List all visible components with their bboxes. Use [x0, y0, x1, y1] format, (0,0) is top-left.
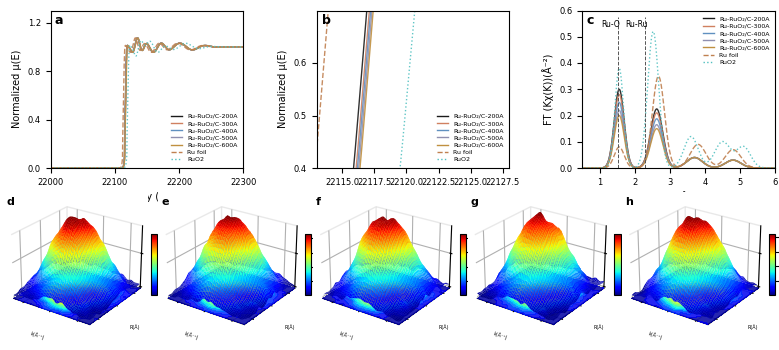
X-axis label: k(Å⁻¹): k(Å⁻¹)	[184, 330, 199, 341]
Legend: Ru-RuO₂/C-200A, Ru-RuO₂/C-300A, Ru-RuO₂/C-400A, Ru-RuO₂/C-500A, Ru-RuO₂/C-600A, : Ru-RuO₂/C-200A, Ru-RuO₂/C-300A, Ru-RuO₂/…	[700, 14, 772, 68]
Text: Ru-Ru: Ru-Ru	[626, 20, 647, 29]
X-axis label: k(Å⁻¹): k(Å⁻¹)	[647, 330, 663, 341]
Text: g: g	[471, 197, 478, 206]
Text: h: h	[625, 197, 633, 206]
Y-axis label: FT (Kχ(K))(Å⁻²): FT (Kχ(K))(Å⁻²)	[542, 54, 554, 125]
Text: Ru-RuO₂/C-500A: Ru-RuO₂/C-500A	[490, 279, 538, 284]
X-axis label: Energy (eV): Energy (eV)	[384, 192, 442, 202]
Text: b: b	[323, 14, 331, 27]
X-axis label: k(Å⁻¹): k(Å⁻¹)	[338, 330, 354, 341]
Y-axis label: Normalized μ(E): Normalized μ(E)	[278, 50, 288, 128]
X-axis label: k(Å⁻¹): k(Å⁻¹)	[493, 330, 509, 341]
Y-axis label: Normalized μ(E): Normalized μ(E)	[12, 50, 22, 128]
Text: f: f	[315, 197, 321, 206]
Legend: Ru-RuO₂/C-200A, Ru-RuO₂/C-300A, Ru-RuO₂/C-400A, Ru-RuO₂/C-500A, Ru-RuO₂/C-600A, : Ru-RuO₂/C-200A, Ru-RuO₂/C-300A, Ru-RuO₂/…	[435, 111, 506, 165]
X-axis label: Energy (eV): Energy (eV)	[118, 192, 176, 202]
Y-axis label: R(Å): R(Å)	[439, 324, 449, 330]
Y-axis label: R(Å): R(Å)	[748, 324, 759, 330]
Y-axis label: R(Å): R(Å)	[284, 324, 294, 330]
Text: Ru-O: Ru-O	[601, 20, 620, 29]
Text: Ru-RuO₂/C-400A: Ru-RuO₂/C-400A	[335, 279, 382, 284]
Text: d: d	[7, 197, 15, 206]
Text: a: a	[55, 14, 63, 27]
Y-axis label: R(Å): R(Å)	[594, 324, 604, 330]
Text: Ru-RuO₂/C-200A: Ru-RuO₂/C-200A	[26, 279, 73, 284]
X-axis label: k(Å⁻¹): k(Å⁻¹)	[29, 330, 44, 341]
Text: e: e	[161, 197, 169, 206]
Text: c: c	[587, 14, 594, 27]
Text: Ru-RuO₂/C-600A: Ru-RuO₂/C-600A	[644, 279, 692, 284]
Text: Ru-RuO₂/C-300A: Ru-RuO₂/C-300A	[181, 279, 228, 284]
X-axis label: R (Å): R (Å)	[667, 192, 691, 204]
Y-axis label: R(Å): R(Å)	[130, 324, 140, 330]
Legend: Ru-RuO₂/C-200A, Ru-RuO₂/C-300A, Ru-RuO₂/C-400A, Ru-RuO₂/C-500A, Ru-RuO₂/C-600A, : Ru-RuO₂/C-200A, Ru-RuO₂/C-300A, Ru-RuO₂/…	[168, 111, 240, 165]
